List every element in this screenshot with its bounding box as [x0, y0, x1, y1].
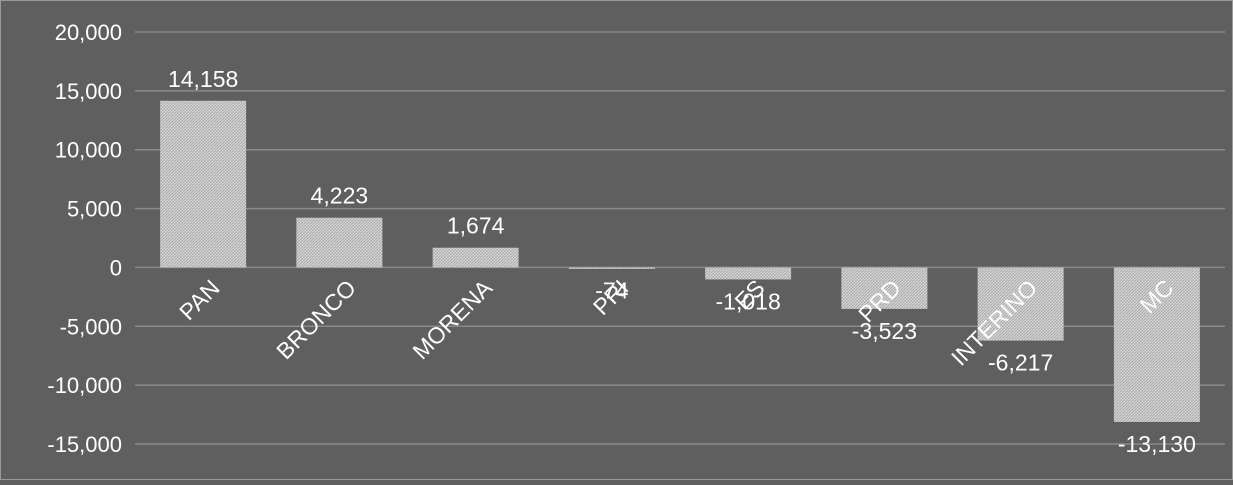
- data-label: 1,674: [447, 213, 505, 239]
- bar-morena: [432, 247, 519, 268]
- y-tick-label: 15,000: [55, 79, 122, 104]
- y-axis-tick-labels: 20,000 15,000 10,000 5,000 0 -5,000 -10,000 -15…: [47, 20, 122, 457]
- bar-mc: [1113, 267, 1200, 422]
- data-label: -1,018: [716, 288, 781, 314]
- y-tick-label: -5,000: [60, 314, 122, 339]
- category-label: BRONCO: [271, 275, 361, 365]
- y-tick-label: 0: [110, 255, 122, 280]
- data-label: 14,158: [168, 66, 238, 92]
- bar-bronco: [296, 217, 383, 268]
- y-tick-label: 5,000: [67, 197, 122, 222]
- category-label: PAN: [174, 275, 225, 326]
- bar-es: [705, 267, 792, 280]
- bar-pri: [568, 267, 655, 269]
- data-label: -6,217: [988, 350, 1053, 376]
- y-tick-label: -10,000: [47, 373, 122, 398]
- bar-prd: [841, 267, 928, 309]
- data-label: 4,223: [311, 183, 369, 209]
- bar-interino: [977, 267, 1064, 341]
- y-tick-label: 10,000: [55, 138, 122, 163]
- data-label: -13,130: [1118, 431, 1196, 457]
- category-label: MORENA: [407, 274, 497, 364]
- y-tick-label: 20,000: [55, 20, 122, 45]
- bar-pan: [160, 100, 247, 268]
- y-tick-label: -15,000: [47, 432, 122, 457]
- data-labels: 14,158 4,223 1,674 -74 -1,018 -3,523 -6,217 -13…: [168, 66, 1196, 457]
- data-label: -74: [595, 277, 628, 303]
- bars: [160, 100, 1200, 422]
- data-label: -3,523: [852, 318, 917, 344]
